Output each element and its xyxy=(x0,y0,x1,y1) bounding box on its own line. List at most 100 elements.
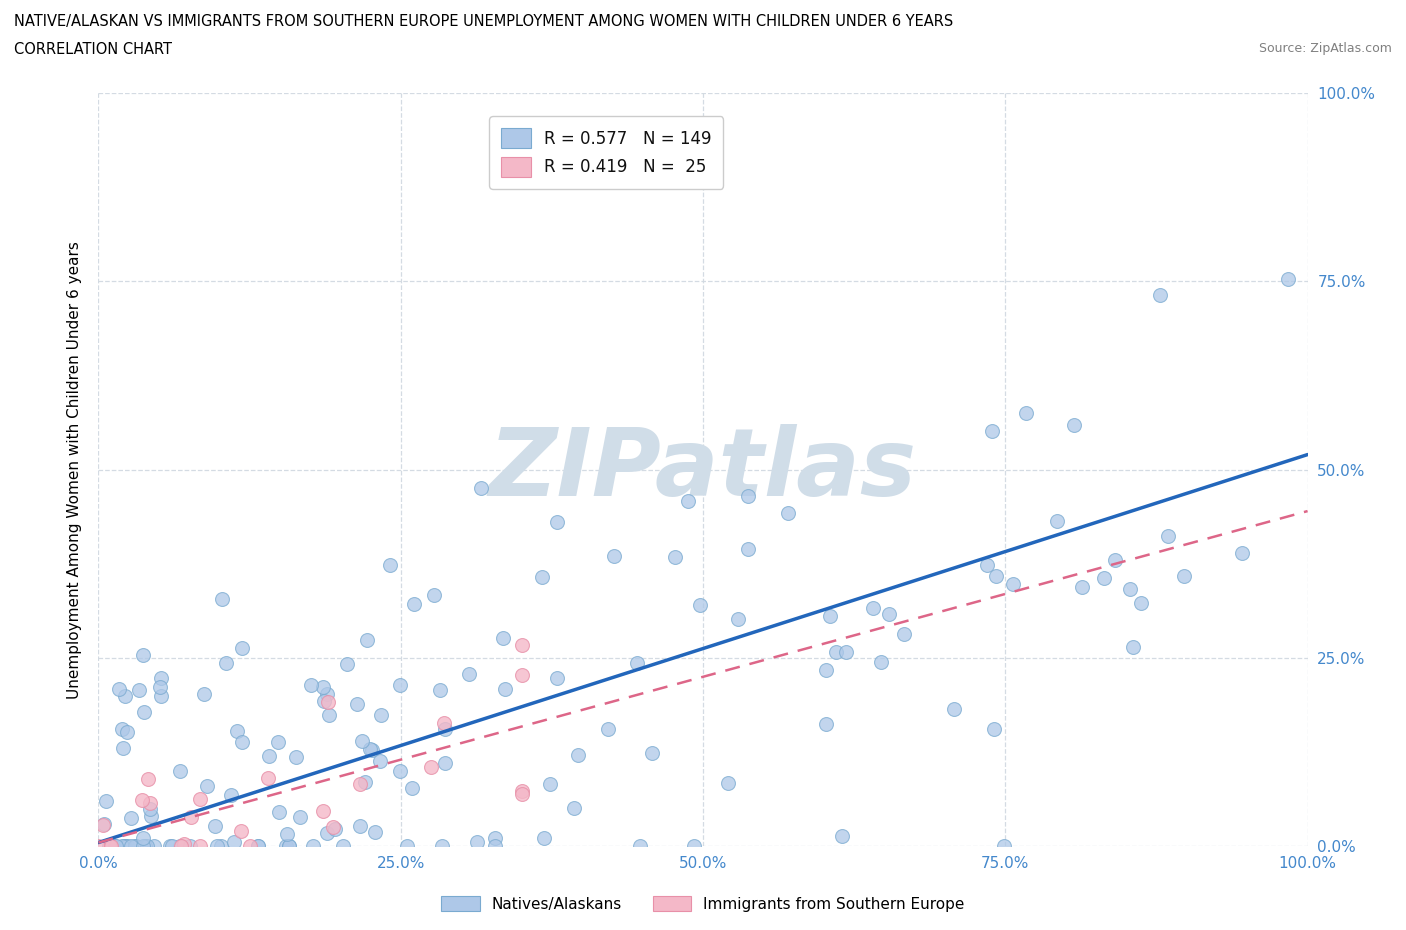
Point xyxy=(510,787,533,802)
Point xyxy=(598,722,620,737)
Text: CORRELATION CHART: CORRELATION CHART xyxy=(14,42,172,57)
Point xyxy=(226,724,249,738)
Point xyxy=(492,631,515,645)
Point xyxy=(115,839,138,854)
Point xyxy=(983,722,1005,737)
Point xyxy=(132,839,155,854)
Point xyxy=(1122,640,1144,655)
Point xyxy=(717,776,740,790)
Point xyxy=(815,662,838,677)
Point xyxy=(159,839,181,854)
Point xyxy=(188,792,211,807)
Point xyxy=(510,783,533,798)
Point xyxy=(370,708,392,723)
Point xyxy=(364,825,387,840)
Point xyxy=(378,557,401,572)
Point xyxy=(546,671,568,685)
Point xyxy=(1063,418,1085,432)
Point xyxy=(124,839,146,854)
Point xyxy=(274,839,297,854)
Point xyxy=(402,596,425,611)
Point xyxy=(420,760,443,775)
Point xyxy=(267,735,290,750)
Point xyxy=(1157,528,1180,543)
Point xyxy=(776,505,799,520)
Point xyxy=(315,826,337,841)
Point xyxy=(361,742,384,757)
Point xyxy=(984,568,1007,583)
Point xyxy=(211,591,233,606)
Point xyxy=(389,678,412,693)
Point xyxy=(893,627,915,642)
Text: ZIPatlas: ZIPatlas xyxy=(489,424,917,515)
Point xyxy=(429,683,451,698)
Point xyxy=(111,722,134,737)
Point xyxy=(1015,405,1038,420)
Point xyxy=(195,778,218,793)
Point xyxy=(169,764,191,778)
Point xyxy=(430,839,453,854)
Point xyxy=(312,680,335,695)
Point xyxy=(628,839,651,854)
Point xyxy=(169,839,191,854)
Point xyxy=(205,839,228,854)
Point xyxy=(434,755,457,770)
Point xyxy=(423,588,446,603)
Point xyxy=(349,818,371,833)
Point xyxy=(276,826,298,841)
Point xyxy=(814,717,837,732)
Point xyxy=(1092,571,1115,586)
Point xyxy=(737,488,759,503)
Point xyxy=(465,835,488,850)
Point xyxy=(257,748,280,763)
Point xyxy=(278,839,301,854)
Point xyxy=(138,795,160,810)
Point xyxy=(149,680,172,695)
Point xyxy=(689,597,711,612)
Point xyxy=(114,839,136,854)
Point xyxy=(1130,596,1153,611)
Point xyxy=(179,839,201,854)
Point xyxy=(139,808,162,823)
Point xyxy=(332,839,354,854)
Text: NATIVE/ALASKAN VS IMMIGRANTS FROM SOUTHERN EUROPE UNEMPLOYMENT AMONG WOMEN WITH : NATIVE/ALASKAN VS IMMIGRANTS FROM SOUTHE… xyxy=(14,14,953,29)
Point xyxy=(356,632,378,647)
Point xyxy=(91,817,114,832)
Point xyxy=(193,687,215,702)
Point xyxy=(229,823,252,838)
Point xyxy=(368,753,391,768)
Point xyxy=(825,644,848,659)
Point xyxy=(401,780,423,795)
Point xyxy=(737,541,759,556)
Point xyxy=(93,817,115,831)
Point xyxy=(219,787,242,802)
Point xyxy=(138,801,160,816)
Point xyxy=(98,839,121,854)
Legend: Natives/Alaskans, Immigrants from Southern Europe: Natives/Alaskans, Immigrants from Southe… xyxy=(436,889,970,918)
Point xyxy=(676,494,699,509)
Point xyxy=(290,809,312,824)
Point xyxy=(457,667,479,682)
Point xyxy=(114,688,136,703)
Text: Source: ZipAtlas.com: Source: ZipAtlas.com xyxy=(1258,42,1392,55)
Point xyxy=(120,839,142,854)
Point xyxy=(302,839,325,854)
Point xyxy=(100,839,122,854)
Point xyxy=(128,683,150,698)
Point xyxy=(603,549,626,564)
Point xyxy=(104,839,127,854)
Point xyxy=(87,839,110,854)
Point xyxy=(510,638,533,653)
Point xyxy=(134,839,156,854)
Point xyxy=(484,830,506,845)
Point xyxy=(494,682,516,697)
Point xyxy=(336,657,359,671)
Point xyxy=(831,829,853,844)
Point xyxy=(285,750,308,764)
Point xyxy=(1104,552,1126,567)
Point xyxy=(180,809,202,824)
Point xyxy=(204,819,226,834)
Point xyxy=(132,705,155,720)
Point xyxy=(94,793,117,808)
Point xyxy=(1173,569,1195,584)
